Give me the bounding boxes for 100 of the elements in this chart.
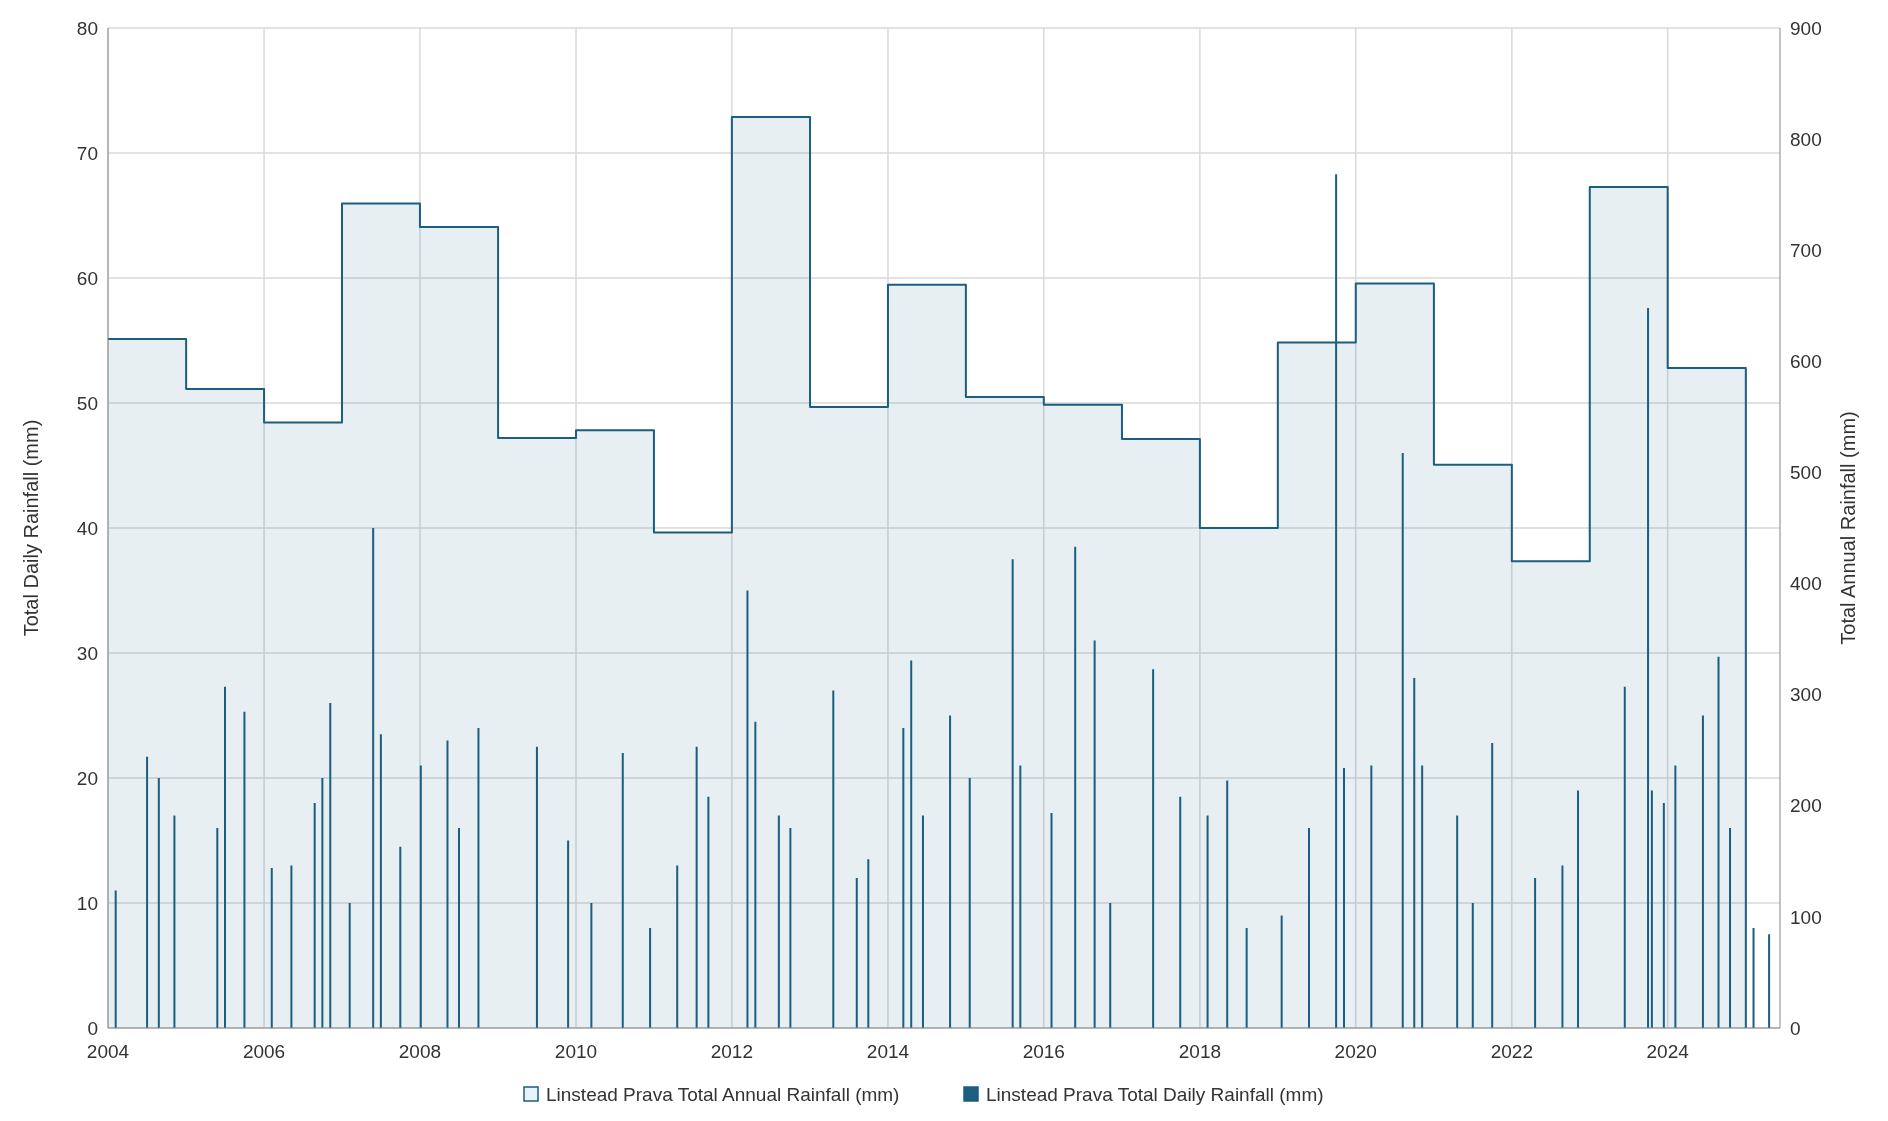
bar: [270, 868, 273, 1028]
bar: [1471, 903, 1474, 1028]
bar: [1701, 715, 1704, 1028]
bar: [114, 890, 117, 1028]
y2-tick-label: 200: [1790, 795, 1822, 817]
bar: [535, 746, 538, 1028]
y-tick-label: 40: [76, 517, 98, 539]
x-tick-label: 2008: [398, 1041, 442, 1062]
bar: [1577, 790, 1580, 1028]
bar: [1019, 765, 1022, 1028]
bar: [1534, 878, 1537, 1028]
bar: [1280, 915, 1283, 1028]
y2-tick-label: 500: [1790, 462, 1822, 484]
y-tick-label: 50: [76, 392, 98, 414]
bar: [399, 846, 402, 1028]
y2-tick-label: 0: [1790, 1017, 1801, 1039]
bar: [216, 828, 219, 1028]
bar: [1226, 780, 1229, 1028]
bar: [146, 756, 149, 1028]
y2-tick-label: 600: [1790, 350, 1822, 372]
bar: [321, 778, 324, 1028]
y2-tick-label: 800: [1790, 128, 1822, 150]
x-tick-label: 2022: [1490, 1041, 1533, 1062]
bar: [949, 715, 952, 1028]
legend-label: Linstead Prava Total Daily Rainfall (mm): [986, 1084, 1324, 1105]
bar: [1206, 815, 1209, 1028]
bar: [1050, 813, 1053, 1028]
x-tick-label: 2010: [554, 1041, 598, 1062]
bar: [567, 840, 570, 1028]
bar: [1152, 669, 1155, 1028]
bar: [372, 528, 375, 1028]
bar: [243, 711, 246, 1028]
bar: [676, 865, 679, 1028]
bar: [1456, 815, 1459, 1028]
x-tick-label: 2006: [242, 1041, 286, 1062]
bar: [379, 734, 382, 1028]
y-axis-title: Total Daily Rainfall (mm): [20, 419, 42, 637]
x-tick-label: 2016: [1022, 1041, 1065, 1062]
bar: [902, 728, 905, 1028]
y-tick-label: 0: [87, 1017, 98, 1039]
bar: [1662, 803, 1665, 1028]
x-tick-label: 2020: [1334, 1041, 1377, 1062]
bar: [707, 796, 710, 1028]
bar: [329, 703, 332, 1028]
y2-tick-label: 900: [1790, 17, 1822, 39]
bar: [695, 746, 698, 1028]
bar: [1647, 308, 1650, 1028]
bar: [1179, 796, 1182, 1028]
y-tick-label: 70: [76, 142, 98, 164]
y-tick-label: 10: [76, 892, 98, 914]
bar: [1093, 640, 1096, 1028]
bar: [968, 778, 971, 1028]
bar: [1074, 546, 1077, 1028]
bar: [1650, 790, 1653, 1028]
bar: [777, 815, 780, 1028]
bar: [1717, 656, 1720, 1028]
bar: [173, 815, 176, 1028]
bar: [458, 828, 461, 1028]
bar: [1413, 678, 1416, 1028]
bar: [477, 728, 480, 1028]
x-tick-label: 2014: [866, 1041, 910, 1062]
bar: [1729, 828, 1732, 1028]
bar: [649, 928, 652, 1028]
bar: [855, 878, 858, 1028]
y2-tick-label: 700: [1790, 239, 1822, 261]
y2-tick-label: 400: [1790, 573, 1822, 595]
y-tick-label: 30: [76, 642, 98, 664]
bar: [910, 660, 913, 1028]
y-tick-label: 80: [76, 17, 98, 39]
bar: [157, 778, 160, 1028]
x-tick-label: 2024: [1646, 1041, 1690, 1062]
bar: [921, 815, 924, 1028]
bar: [789, 828, 792, 1028]
bar: [1370, 765, 1373, 1028]
bar: [290, 865, 293, 1028]
bar: [621, 753, 624, 1028]
bar: [1401, 453, 1404, 1028]
y2-axis-title: Total Annual Rainfall (mm): [1837, 411, 1859, 645]
bar: [867, 859, 870, 1028]
bar: [1109, 903, 1112, 1028]
bar: [832, 690, 835, 1028]
bar: [1245, 928, 1248, 1028]
bar: [1752, 928, 1755, 1028]
y-tick-label: 60: [76, 267, 98, 289]
x-tick-label: 2012: [710, 1041, 754, 1062]
bar: [1011, 559, 1014, 1028]
x-tick-label: 2018: [1178, 1041, 1222, 1062]
y2-tick-label: 100: [1790, 906, 1822, 928]
bar: [419, 765, 422, 1028]
bar: [1768, 934, 1771, 1028]
bar: [224, 686, 226, 1028]
bar: [1343, 768, 1346, 1028]
bar: [590, 903, 593, 1028]
bar: [1491, 743, 1494, 1028]
bar: [348, 903, 351, 1028]
bar: [1421, 765, 1424, 1028]
bar: [1561, 865, 1564, 1028]
bar: [446, 740, 449, 1028]
y2-tick-label: 300: [1790, 684, 1822, 706]
bar: [754, 721, 757, 1028]
